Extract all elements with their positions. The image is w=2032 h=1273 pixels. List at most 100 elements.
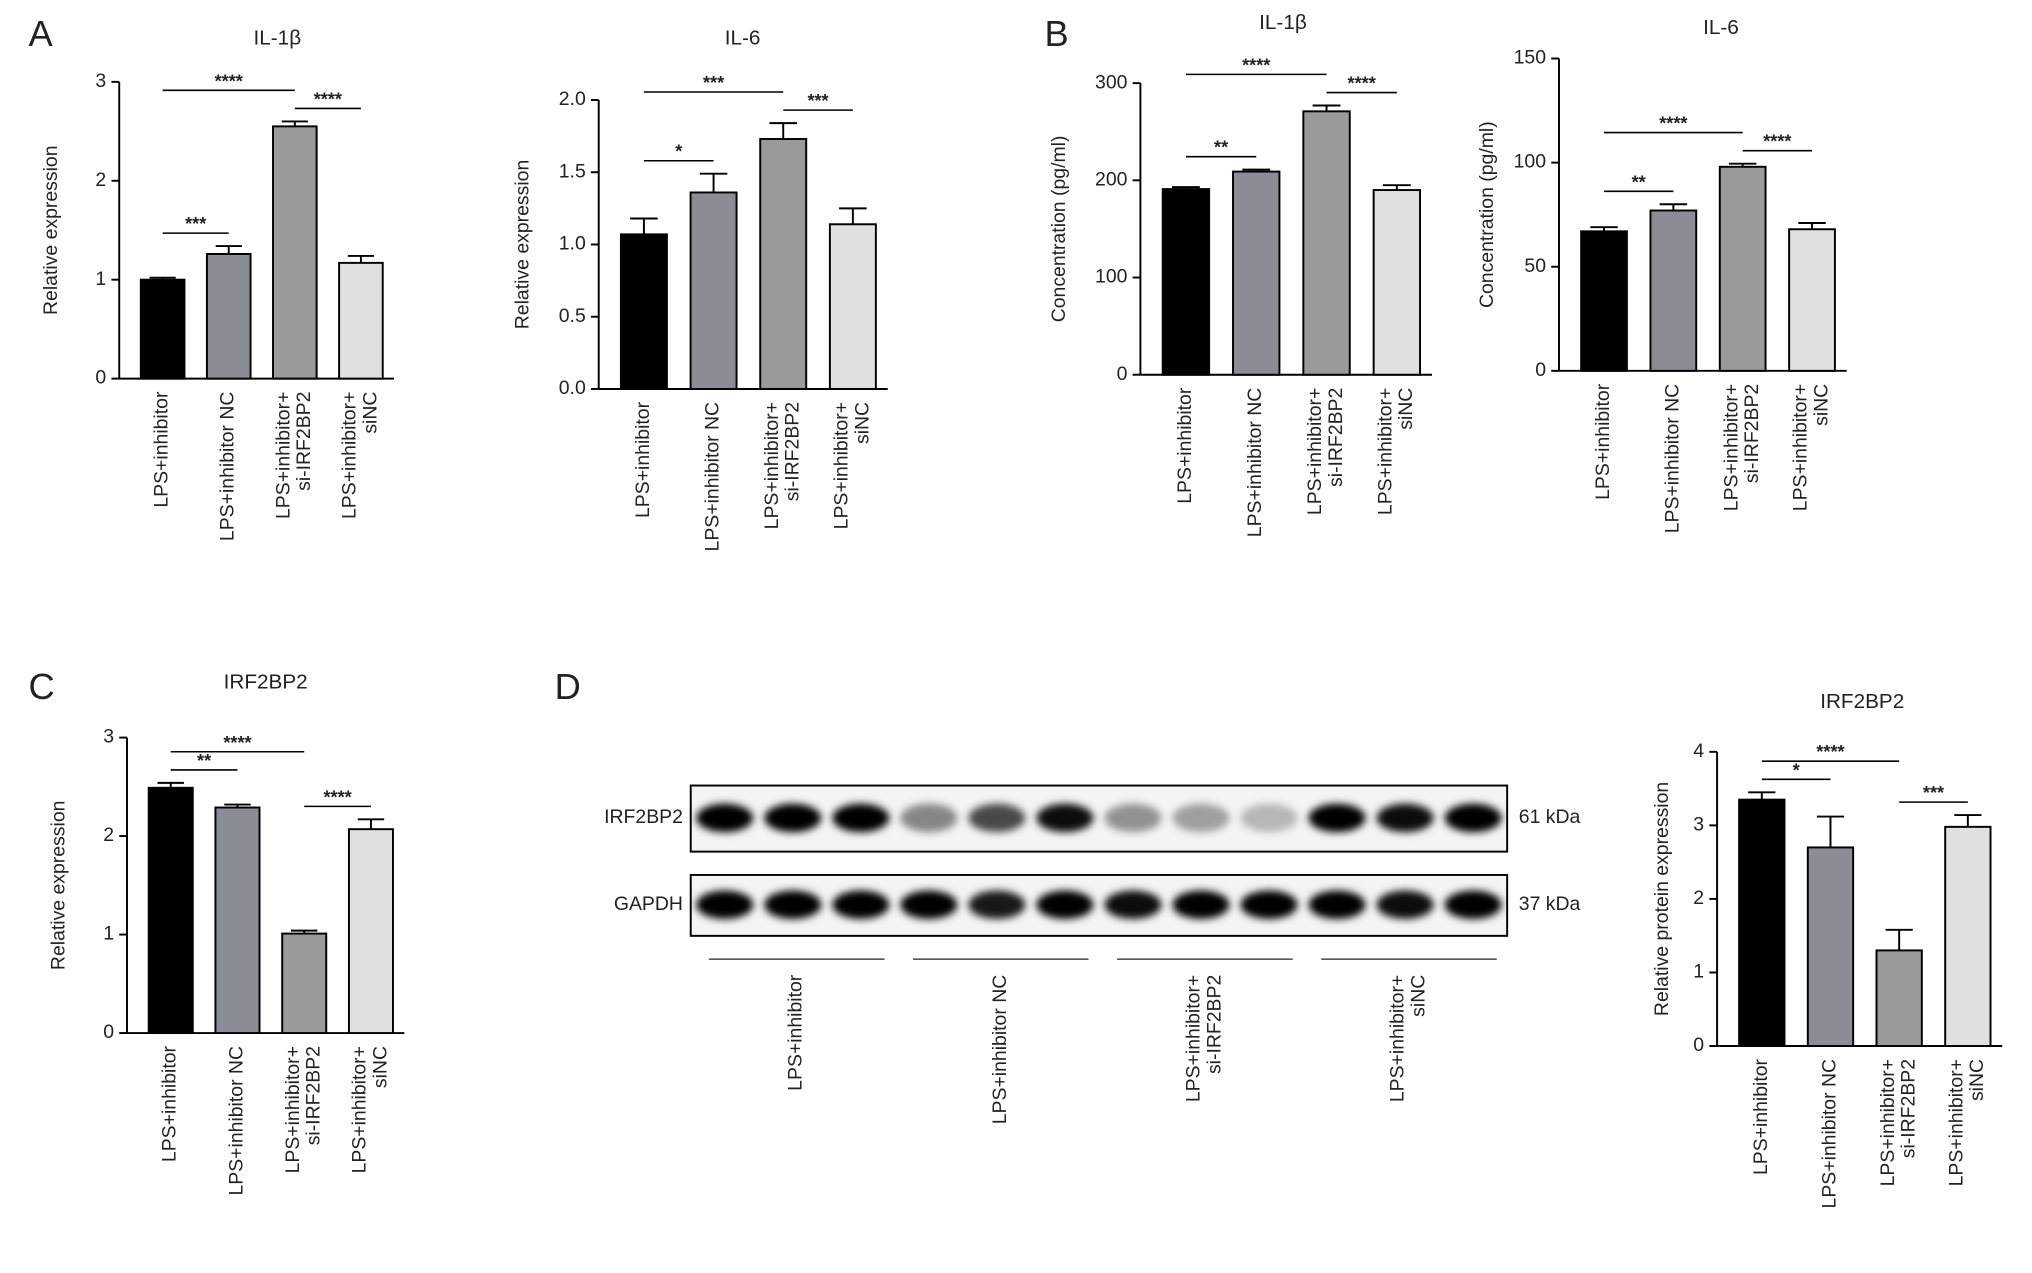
chart-title: IRF2BP2 [224, 671, 308, 694]
x-tick-label: LPS+inhibitor+siNC [831, 402, 874, 529]
significance-label: ** [197, 751, 212, 771]
blot-band [1104, 803, 1162, 833]
bar [147, 786, 194, 1035]
y-tick-label: 2.0 [559, 88, 586, 110]
y-tick-label: 0 [103, 1021, 114, 1043]
significance-label: *** [703, 73, 725, 93]
x-tick-label: LPS+inhibitor [1592, 383, 1614, 500]
y-axis-label: Concentration (pg/ml) [1048, 136, 1070, 323]
blot-band [832, 890, 890, 920]
blot-strip [689, 784, 1509, 853]
bar [214, 806, 261, 1035]
x-tick-label: LPS+inhibitor+siNC [339, 392, 382, 519]
blot-band [1036, 803, 1094, 833]
y-tick-label: 1 [1693, 961, 1704, 983]
band-size: 61 kDa [1519, 806, 1581, 828]
bar [272, 125, 318, 380]
x-tick-label: LPS+inhibitor [632, 401, 654, 518]
bar [828, 223, 877, 390]
bar [1372, 189, 1422, 376]
x-tick-label: LPS+inhibitor+si-IRF2BP2 [1877, 1059, 1920, 1186]
y-tick-label: 100 [1514, 151, 1547, 173]
blot-band [968, 803, 1026, 833]
blot-band [696, 803, 754, 833]
panel-label: D [555, 666, 581, 707]
bar [1649, 209, 1698, 372]
bar [1806, 846, 1855, 1047]
blot-band [832, 803, 890, 833]
chart-title: IL-1β [1259, 11, 1307, 34]
x-tick-label: LPS+inhibitor NC [1244, 388, 1266, 538]
significance-label: **** [323, 787, 352, 807]
bar [1232, 170, 1281, 376]
bar [1944, 825, 1992, 1047]
x-tick-label: LPS+inhibitor NC [217, 392, 239, 542]
x-tick-label: LPS+inhibitor [151, 391, 173, 508]
x-tick-label: LPS+inhibitor [1750, 1058, 1772, 1175]
y-tick-label: 0 [95, 367, 106, 389]
x-tick-label: LPS+inhibitor+si-IRF2BP2 [761, 402, 804, 529]
group-label: LPS+inhibitor [785, 974, 807, 1091]
significance-label: **** [1348, 74, 1377, 94]
y-tick-label: 3 [1693, 814, 1704, 836]
x-tick-label: LPS+inhibitor [159, 1045, 181, 1162]
blot-band [764, 890, 822, 920]
x-tick-label: LPS+inhibitor+si-IRF2BP2 [282, 1046, 325, 1173]
blot-band [1172, 890, 1230, 920]
y-tick-label: 1.0 [559, 233, 586, 255]
x-tick-label: LPS+inhibitor+si-IRF2BP2 [1720, 384, 1763, 511]
x-tick-label: LPS+inhibitor+siNC [1375, 388, 1418, 515]
y-tick-label: 0 [1117, 363, 1128, 385]
bar [139, 278, 186, 380]
bar [205, 252, 252, 380]
bar [689, 191, 738, 390]
significance-label: **** [1242, 55, 1271, 75]
significance-label: *** [807, 91, 829, 111]
panel-label: A [29, 13, 54, 54]
blot-band [1308, 890, 1366, 920]
y-tick-label: 100 [1095, 266, 1128, 288]
group-label: LPS+inhibitor NC [989, 975, 1011, 1125]
blot-band [1376, 803, 1434, 833]
y-tick-label: 50 [1524, 255, 1546, 277]
bar [759, 138, 808, 390]
significance-label: **** [1659, 114, 1688, 134]
significance-label: **** [1763, 132, 1792, 152]
y-tick-label: 3 [103, 726, 114, 748]
blot-band [696, 890, 754, 920]
y-tick-label: 0 [1693, 1034, 1704, 1056]
y-tick-label: 150 [1514, 47, 1547, 69]
significance-label: *** [185, 214, 207, 234]
y-tick-label: 300 [1095, 71, 1128, 93]
significance-label: **** [1816, 742, 1845, 762]
y-tick-label: 2 [95, 169, 106, 191]
y-tick-label: 4 [1693, 740, 1704, 762]
significance-label: ** [1632, 172, 1647, 192]
y-tick-label: 0 [1535, 359, 1546, 381]
blot-band [1172, 803, 1230, 833]
blot-band [1036, 890, 1094, 920]
significance-label: **** [215, 71, 244, 91]
blot-band [1104, 890, 1162, 920]
significance-label: ** [1214, 138, 1229, 158]
x-tick-label: LPS+inhibitor NC [1819, 1059, 1841, 1209]
y-axis-label: Relative protein expression [1651, 782, 1673, 1016]
bar [1788, 228, 1836, 372]
bar [347, 828, 394, 1035]
y-tick-label: 2 [103, 824, 114, 846]
blot-band [900, 890, 958, 920]
blot-band [1444, 890, 1502, 920]
band-size: 37 kDa [1519, 893, 1581, 915]
y-tick-label: 0.5 [559, 305, 586, 327]
x-tick-label: LPS+inhibitor NC [702, 402, 724, 552]
significance-label: * [675, 142, 683, 162]
blot-band [1240, 890, 1298, 920]
y-axis-label: Concentration (pg/ml) [1476, 121, 1498, 308]
bar [1875, 949, 1923, 1047]
group-label: LPS+inhibitor+si-IRF2BP2 [1183, 975, 1226, 1102]
x-tick-label: LPS+inhibitor+siNC [1946, 1059, 1989, 1186]
blot-band [900, 803, 958, 833]
bar [1738, 798, 1786, 1047]
x-tick-label: LPS+inhibitor+si-IRF2BP2 [273, 392, 316, 519]
